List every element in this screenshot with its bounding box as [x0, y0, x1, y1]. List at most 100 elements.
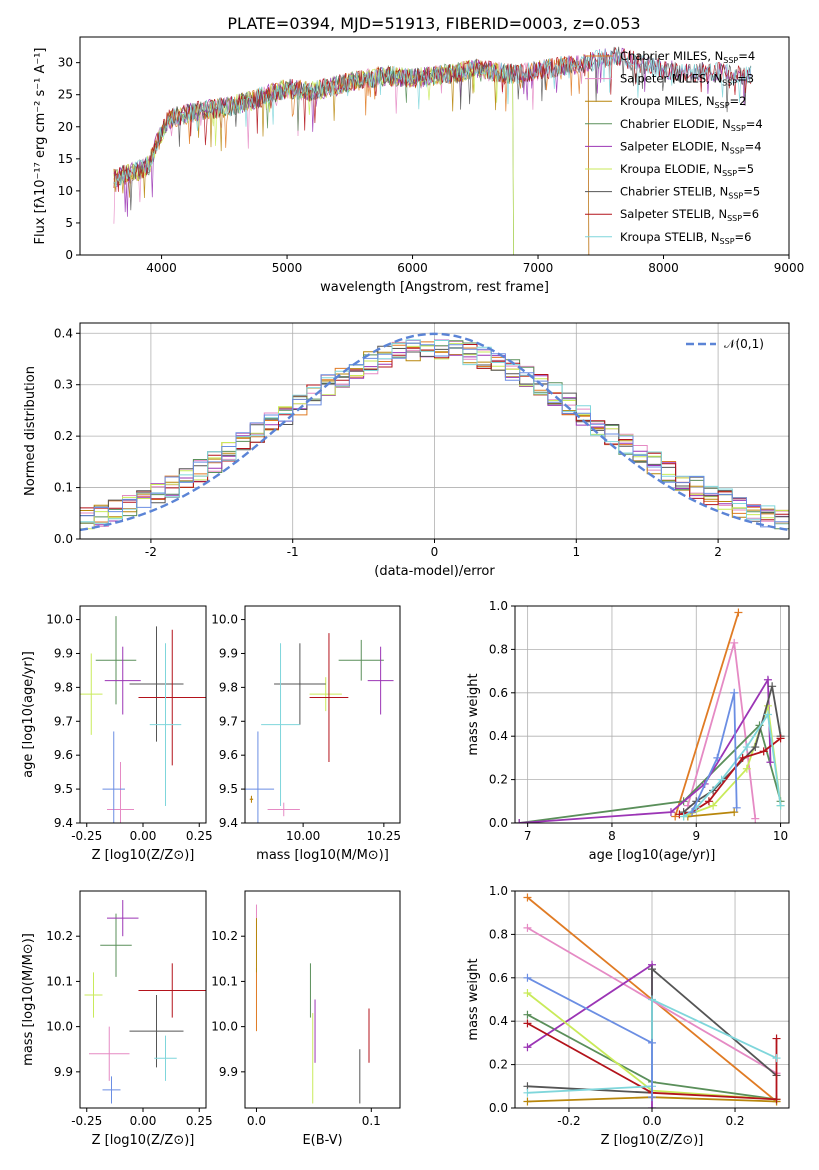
x-tick-label: 2: [714, 545, 722, 559]
legend-sub: SSP: [722, 79, 737, 88]
y-axis-label: Flux [fλ10⁻¹⁷ erg cm⁻² s⁻¹ A⁻¹]: [33, 48, 48, 245]
x-tick-label: 5000: [272, 261, 303, 275]
y-tick-label: 9.7: [219, 714, 238, 728]
y-tick-label: 10.1: [46, 974, 73, 988]
y-tick-label: 0.4: [54, 326, 73, 340]
legend-eq: =4: [745, 139, 762, 153]
y-tick-label: 0.6: [489, 971, 508, 985]
residual-histogram-8: [80, 339, 789, 525]
plot-area-3: [245, 633, 394, 823]
legend-label: Chabrier STELIB, NSSP=5: [620, 185, 760, 201]
y-axis-label: mass [log10(M/M⊙)]: [21, 933, 36, 1066]
mass-weight-marker: [742, 743, 751, 752]
mass-weight-marker: [759, 747, 768, 756]
plot-area-4: [515, 606, 789, 823]
y-tick-label: 0.8: [489, 642, 508, 656]
plot-area-5: [84, 900, 206, 1104]
mass-weight-marker: [732, 803, 741, 812]
y-tick-label: 10.1: [211, 974, 238, 988]
y-tick-label: 9.9: [54, 1065, 73, 1079]
mass-weight-marker: [709, 801, 718, 810]
mass-weight-marker: [772, 1034, 781, 1043]
spectrum-line-8: [113, 48, 752, 187]
x-tick-label: -0.25: [71, 829, 102, 843]
y-tick-label: 9.8: [219, 680, 238, 694]
mass-weight-marker: [763, 675, 772, 684]
y-tick-label: 0.3: [54, 378, 73, 392]
mass-weight-marker: [523, 1097, 532, 1106]
x-tick-label: 1: [572, 545, 580, 559]
legend-eq: =3: [737, 72, 754, 86]
y-tick-label: 9.6: [219, 748, 238, 762]
x-tick-label: 0.1: [362, 1114, 381, 1128]
y-tick-label: 9.5: [54, 782, 73, 796]
y-tick-label: 1.0: [489, 884, 508, 898]
mass-weight-marker: [523, 973, 532, 982]
legend-sub: SSP: [723, 56, 738, 65]
legend-sub: SSP: [730, 146, 745, 155]
mass-weight-marker: [776, 801, 785, 810]
y-tick-label: 9.7: [54, 714, 73, 728]
y-tick-label: 0.2: [489, 1058, 508, 1072]
y-tick-label: 5: [65, 216, 73, 230]
x-tick-label: 9: [692, 829, 700, 843]
mass-weight-line-2: [687, 811, 735, 818]
mass-weight-marker: [738, 753, 747, 762]
panel-1: -2 -1 0 1 2 0.0 0.1 0.2 0.3 0.4 (data-model)/error…: [23, 322, 790, 579]
x-tick-label: 8: [608, 829, 616, 843]
legend-eq: =4: [746, 117, 763, 131]
axes-frame: [79, 36, 790, 256]
y-tick-label: 0.0: [54, 532, 73, 546]
y-tick-label: 10.0: [211, 613, 238, 627]
y-tick-label: 10.0: [211, 1020, 238, 1034]
y-tick-label: 0.4: [489, 1014, 508, 1028]
panel-7: -0.2 0.0 0.2 0.0 0.2 0.4 0.6 0.8 1.0 Z [log10(Z/Z…: [466, 884, 790, 1148]
y-tick-label: 0: [65, 248, 73, 262]
legend-sub: SSP: [731, 124, 746, 133]
mass-weight-marker: [713, 753, 722, 762]
mass-weight-line-0: [674, 612, 740, 817]
y-tick-label: 30: [58, 56, 73, 70]
y-tick-label: 0.0: [489, 1101, 508, 1115]
legend-label: Kroupa STELIB, NSSP=6: [620, 230, 751, 246]
mass-weight-marker: [679, 812, 688, 821]
x-axis-label: mass [log10(M/M⊙)]: [256, 848, 389, 863]
mass-weight-line-9: [527, 977, 653, 1098]
mass-weight-marker: [523, 1088, 532, 1097]
mass-weight-marker: [666, 808, 675, 817]
legend-sub: SSP: [715, 101, 730, 110]
y-tick-label: 10.0: [46, 613, 73, 627]
legend-label: Salpeter MILES, NSSP=3: [620, 72, 754, 88]
x-tick-label: -2: [145, 545, 157, 559]
mass-weight-marker: [763, 710, 772, 719]
plot-area-0: [113, 46, 752, 255]
y-tick-label: 0.2: [54, 429, 73, 443]
y-tick-label: 0.4: [489, 729, 508, 743]
y-tick-label: 10: [58, 184, 73, 198]
axes-frame: [244, 605, 401, 824]
mass-weight-marker: [675, 810, 684, 819]
x-axis-label: wavelength [Angstrom, rest frame]: [320, 280, 549, 295]
y-tick-label: 9.8: [54, 680, 73, 694]
mass-weight-marker: [776, 734, 785, 743]
mass-weight-marker: [717, 775, 726, 784]
legend-eq: =5: [743, 185, 760, 199]
mass-weight-marker: [523, 988, 532, 997]
x-tick-label: 8000: [648, 261, 679, 275]
y-tick-label: 15: [58, 152, 73, 166]
mass-weight-marker: [751, 743, 760, 752]
mass-weight-marker: [515, 819, 524, 823]
panel-5: -0.25 0.00 0.25 9.9 10.0 10.1 10.2 Z [log10(Z/Z…: [21, 890, 213, 1148]
y-tick-label: 20: [58, 120, 73, 134]
plot-area-2: [80, 616, 206, 823]
y-axis-label: age [log10(age/yr)]: [21, 651, 36, 778]
x-tick-label: -0.2: [557, 1114, 580, 1128]
x-tick-label: 0.25: [186, 829, 213, 843]
y-tick-label: 9.6: [54, 748, 73, 762]
normal-reference-curve: [80, 332, 789, 532]
legend-label: 𝒩(0,1): [724, 337, 764, 351]
x-tick-label: 6000: [397, 261, 428, 275]
legend-eq: =2: [730, 94, 747, 108]
mass-weight-marker: [734, 608, 743, 617]
y-tick-label: 0.8: [489, 927, 508, 941]
